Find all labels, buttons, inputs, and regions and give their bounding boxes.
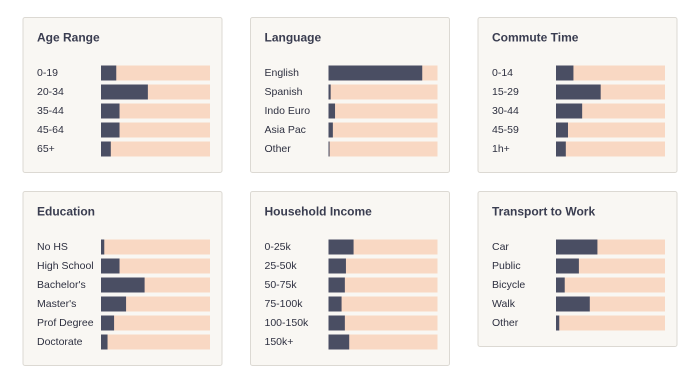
bar [556, 239, 598, 255]
card-title: Transport to Work [492, 205, 595, 219]
bar [556, 258, 579, 274]
bar [101, 296, 127, 312]
card-title: Commute Time [492, 31, 579, 45]
category-label: 75-100k [265, 298, 304, 310]
bar-track [101, 103, 210, 119]
category-label: Prof Degree [37, 317, 94, 329]
bar [328, 122, 333, 138]
bar [556, 277, 565, 293]
bar-track [101, 258, 210, 274]
card-title: Education [37, 205, 95, 219]
category-label: 65+ [37, 143, 55, 155]
category-label: 30-44 [492, 105, 519, 117]
bar-track [328, 141, 438, 157]
bar [328, 258, 346, 274]
bar-track [556, 103, 665, 119]
category-label: 15-29 [492, 86, 519, 98]
bar-track [556, 141, 665, 157]
bar [328, 239, 354, 255]
bar-track [101, 315, 210, 331]
bar-track [328, 277, 438, 293]
category-label: Spanish [265, 86, 303, 98]
category-label: Bicycle [492, 279, 525, 291]
bar-track [101, 296, 210, 312]
bar [101, 239, 105, 255]
bar [328, 334, 350, 350]
bar [101, 277, 145, 293]
category-label: 1h+ [492, 143, 510, 155]
bar-track [328, 239, 438, 255]
bar-track [328, 84, 438, 100]
bar-track [101, 141, 210, 157]
category-label: 150k+ [265, 336, 294, 348]
bar-track [328, 315, 438, 331]
bar [101, 141, 111, 157]
category-label: Asia Pac [265, 124, 306, 136]
card-title: Household Income [265, 205, 373, 219]
bar [556, 65, 574, 81]
category-label: Doctorate [37, 336, 83, 348]
category-label: Other [492, 317, 519, 329]
bar-track [556, 258, 665, 274]
bar [556, 103, 583, 119]
bar-track [101, 65, 210, 81]
category-label: 0-19 [37, 67, 58, 79]
category-label: Public [492, 260, 521, 272]
bar-track [101, 122, 210, 138]
bar [328, 277, 345, 293]
category-label: High School [37, 260, 94, 272]
category-label: Other [265, 143, 292, 155]
bar [556, 296, 590, 312]
card-title: Language [265, 31, 322, 45]
bar [556, 315, 560, 331]
bar [328, 84, 331, 100]
bar [328, 65, 423, 81]
bar-track [328, 296, 438, 312]
category-label: Indo Euro [265, 105, 311, 117]
bar [101, 122, 120, 138]
category-label: 45-64 [37, 124, 64, 136]
bar [101, 65, 117, 81]
bar [101, 84, 148, 100]
bar-track [556, 315, 665, 331]
category-label: Walk [492, 298, 516, 310]
bar [328, 296, 342, 312]
category-label: 35-44 [37, 105, 64, 117]
bar-track [328, 122, 438, 138]
bar-track [556, 122, 665, 138]
category-label: Car [492, 241, 509, 253]
category-label: 0-25k [265, 241, 292, 253]
bar [101, 334, 108, 350]
bar-track [328, 103, 438, 119]
card-title: Age Range [37, 31, 100, 45]
bar [101, 258, 120, 274]
category-label: Master's [37, 298, 76, 310]
bar-track [556, 277, 665, 293]
bar-track [328, 258, 438, 274]
bar-track [101, 239, 210, 255]
category-label: 50-75k [265, 279, 298, 291]
bar [556, 122, 568, 138]
bar [328, 141, 330, 157]
category-label: Bachelor's [37, 279, 86, 291]
bar [328, 315, 345, 331]
bar [101, 103, 120, 119]
bar [101, 315, 115, 331]
bar [328, 103, 336, 119]
bar-track [101, 334, 210, 350]
category-label: 20-34 [37, 86, 64, 98]
bar-track [328, 334, 438, 350]
category-label: 100-150k [265, 317, 310, 329]
category-label: 0-14 [492, 67, 513, 79]
category-label: 25-50k [265, 260, 298, 272]
bar [556, 84, 601, 100]
category-label: No HS [37, 241, 68, 253]
bar [556, 141, 566, 157]
category-label: English [265, 67, 300, 79]
bar-track [556, 65, 665, 81]
category-label: 45-59 [492, 124, 519, 136]
